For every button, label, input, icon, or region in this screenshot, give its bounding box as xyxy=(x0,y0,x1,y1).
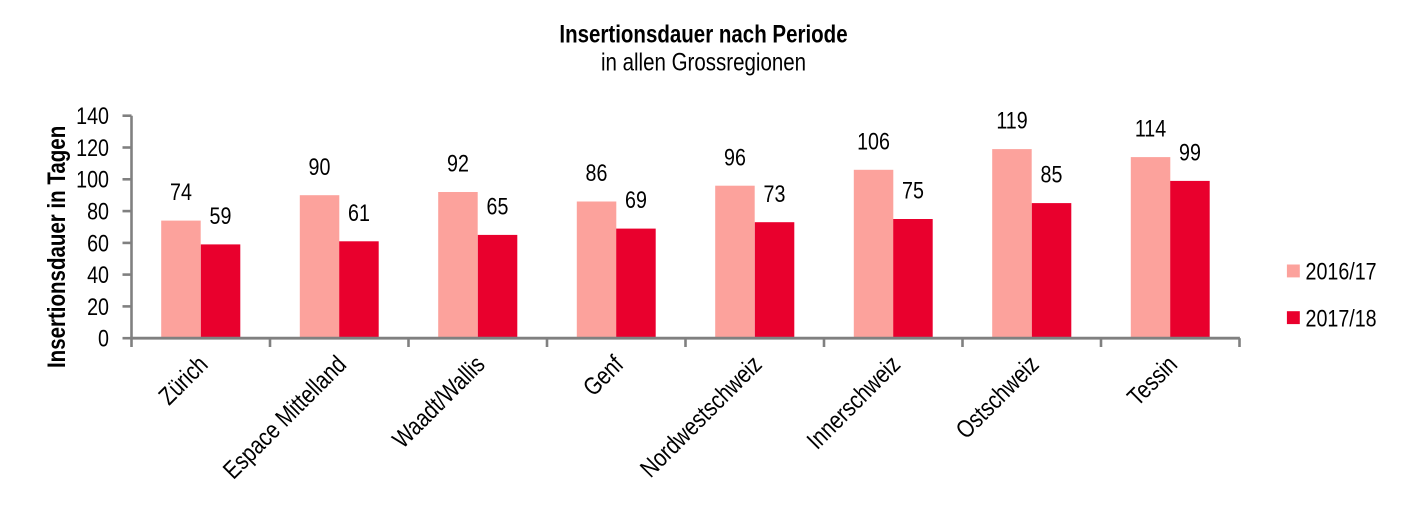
svg-text:59: 59 xyxy=(210,202,232,229)
svg-text:Insertionsdauer nach Periode: Insertionsdauer nach Periode xyxy=(559,20,847,48)
svg-text:69: 69 xyxy=(625,186,647,213)
svg-text:106: 106 xyxy=(857,127,890,154)
svg-text:in allen Grossregionen: in allen Grossregionen xyxy=(601,48,806,76)
svg-text:74: 74 xyxy=(170,178,192,205)
svg-text:100: 100 xyxy=(76,166,109,193)
svg-text:2016/17: 2016/17 xyxy=(1306,258,1377,285)
svg-text:73: 73 xyxy=(764,180,786,207)
svg-text:Insertionsdauer in Tagen: Insertionsdauer in Tagen xyxy=(42,126,70,368)
svg-text:80: 80 xyxy=(87,198,109,225)
svg-text:75: 75 xyxy=(902,177,924,204)
svg-text:60: 60 xyxy=(87,229,109,256)
svg-text:85: 85 xyxy=(1041,161,1063,188)
svg-text:40: 40 xyxy=(87,261,109,288)
svg-text:114: 114 xyxy=(1135,115,1166,142)
svg-text:120: 120 xyxy=(76,134,109,161)
svg-text:65: 65 xyxy=(487,193,509,220)
svg-text:61: 61 xyxy=(348,199,370,226)
svg-text:0: 0 xyxy=(98,325,109,352)
svg-text:96: 96 xyxy=(724,143,746,170)
svg-text:2017/18: 2017/18 xyxy=(1306,304,1377,331)
svg-text:90: 90 xyxy=(309,153,331,180)
svg-text:119: 119 xyxy=(996,107,1027,134)
svg-text:99: 99 xyxy=(1179,139,1201,166)
svg-text:140: 140 xyxy=(76,102,109,129)
svg-text:92: 92 xyxy=(447,150,469,177)
svg-text:20: 20 xyxy=(87,293,109,320)
svg-text:86: 86 xyxy=(586,159,608,186)
